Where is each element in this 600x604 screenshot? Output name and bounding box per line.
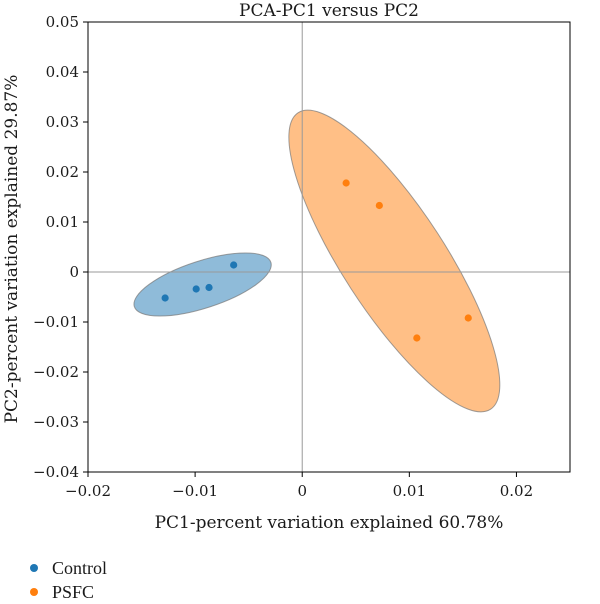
y-tick-label: 0.05 [46, 13, 79, 31]
x-tick-label: 0 [297, 482, 307, 500]
x-tick-label: 0.01 [393, 482, 426, 500]
point-psfc-1 [342, 179, 350, 187]
legend: Control PSFC [30, 556, 107, 604]
y-tick-label: 0 [69, 263, 79, 281]
data-points [161, 179, 472, 342]
ellipse-psfc [288, 109, 501, 413]
y-tick-label: 0.01 [46, 213, 79, 231]
x-tick-label: −0.02 [65, 482, 111, 500]
point-control-3 [205, 283, 213, 292]
y-tick-label: −0.02 [33, 363, 79, 381]
y-tick-label: −0.04 [33, 463, 79, 481]
chart-title: PCA-PC1 versus PC2 [239, 1, 419, 21]
x-tick-label: 0.02 [500, 482, 533, 500]
y-tick-label: −0.01 [33, 313, 79, 331]
y-axis-ticks: −0.04 −0.03 −0.02 −0.01 0 0.01 0.02 0.03 0.04 0.0… [33, 13, 88, 481]
point-control-4 [230, 261, 238, 269]
point-control-2 [192, 285, 200, 293]
legend-item-control: Control [30, 556, 107, 580]
point-psfc-3 [413, 334, 421, 342]
plot-frame [87, 21, 571, 473]
x-axis-label: PC1-percent variation explained 60.78% [155, 513, 504, 533]
y-tick-label: 0.04 [46, 63, 79, 81]
point-control-1 [161, 294, 169, 302]
legend-label-control: Control [52, 557, 108, 578]
zero-lines [88, 22, 570, 472]
legend-item-psfc: PSFC [30, 580, 107, 604]
y-tick-label: 0.02 [46, 163, 79, 181]
y-axis-label: PC2-percent variation explained 29.87% [2, 75, 22, 424]
x-axis-ticks: −0.02 −0.01 0 0.01 0.02 [65, 472, 533, 500]
y-tick-label: −0.03 [33, 413, 79, 431]
ellipse-control [133, 252, 272, 317]
legend-label-psfc: PSFC [52, 581, 95, 602]
x-tick-label: −0.01 [172, 482, 218, 500]
legend-marker-control [30, 564, 38, 572]
legend-marker-psfc [30, 588, 38, 596]
y-tick-label: 0.03 [46, 113, 79, 131]
point-psfc-4 [464, 314, 472, 322]
point-psfc-2 [375, 201, 383, 210]
confidence-ellipses [133, 109, 501, 413]
